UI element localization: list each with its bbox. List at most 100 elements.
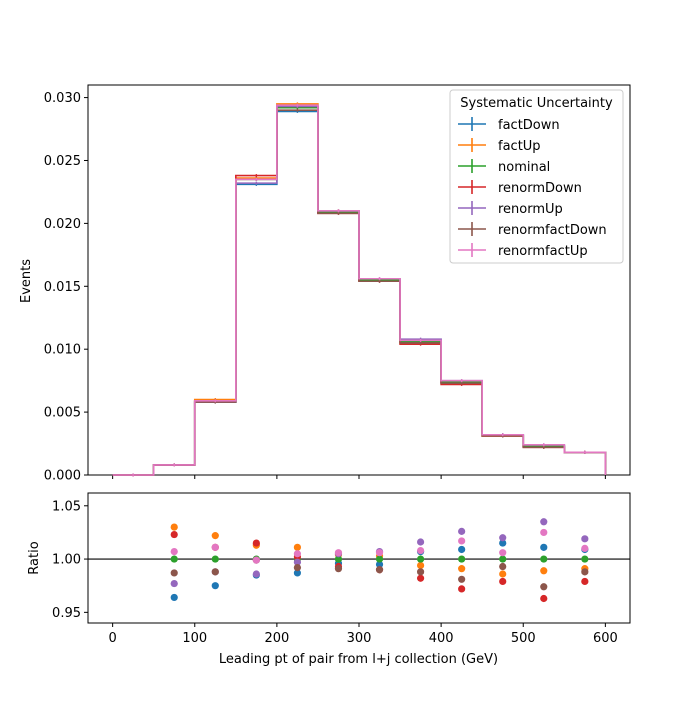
main-y-tick-label: 0.015 [44,280,81,295]
ratio-point-renormDown [581,577,589,586]
main-histogram-panel: 0.000 0.005 0.010 0.015 0.020 0.025 0.030 [44,84,631,484]
ratio-point-renormDown [458,585,466,593]
legend-entry-renormfactUp: renormfactUp [458,243,588,259]
ratio-point-renormDown [499,577,507,586]
legend-entry-nominal: nominal [458,159,550,175]
ratio-point-renormfactDown [416,568,425,576]
ratio-point-factUp [293,543,302,551]
ratio-point-nominal [375,555,384,563]
legend-box [449,89,624,264]
ratio-point-renormUp [416,538,425,546]
main-y-tick-label: 0.005 [44,406,81,421]
legend-label: renormfactDown [498,223,607,238]
ratio-point-renormfactUp [334,549,343,557]
legend-title: Systematic Uncertainty [460,96,613,111]
legend-label: renormDown [498,181,582,196]
ratio-point-renormfactUp [293,550,302,558]
legend-label: renormUp [498,202,563,217]
ratio-point-factUp [458,565,466,573]
ratio-point-nominal [499,555,507,563]
ratio-point-factDown [540,543,548,551]
ratio-y-tick-label: 1.00 [52,553,81,568]
ratio-point-factDown [293,569,302,577]
ratio-point-renormUp [252,570,260,578]
legend-label: factDown [498,118,560,133]
ratio-point-renormfactUp [170,548,178,556]
main-y-tick-label: 0.000 [44,469,81,484]
ratio-point-renormDown [540,594,548,603]
ratio-point-nominal [540,555,548,563]
x-tick-label: 0 [108,631,116,646]
ratio-point-factDown [458,545,466,554]
x-tick-label: 500 [511,631,536,646]
ratio-point-renormfactUp [252,556,260,564]
legend-entry-renormDown: renormDown [458,180,582,196]
ratio-y-tick-label: 0.95 [52,606,81,621]
ratio-y-axis-label: Ratio [27,541,42,574]
ratio-point-renormUp [581,535,589,543]
ratio-y-tick-label: 1.05 [52,499,81,514]
main-y-axis-label: Events [19,259,34,303]
ratio-point-renormfactDown [293,563,302,572]
ratio-point-factUp [170,523,178,531]
ratio-point-renormfactUp [211,543,219,551]
ratio-point-renormfactDown [540,583,548,591]
ratio-point-renormDown [170,530,178,539]
legend-entry-factUp: factUp [458,138,541,154]
ratio-point-renormfactDown [375,566,384,574]
ratio-point-renormUp [540,518,548,526]
ratio-point-factDown [499,539,507,547]
ratio-point-nominal [458,555,466,563]
ratio-point-factUp [540,567,548,575]
ratio-point-renormUp [458,527,466,535]
x-tick-label: 300 [347,631,372,646]
ratio-plot-frame [87,492,631,624]
ratio-point-factUp [499,570,507,578]
ratio-point-renormfactUp [499,549,507,557]
ratio-point-renormfactDown [581,568,589,576]
legend-entry-factDown: factDown [458,117,560,133]
ratio-point-renormfactDown [170,569,178,577]
ratio-series-renormfactUp [170,528,589,564]
ratio-point-renormDown [252,539,260,547]
main-y-tick-label: 0.010 [44,343,81,358]
legend-entry-renormUp: renormUp [458,201,563,217]
series-renormfactUp [112,103,607,477]
ratio-point-renormfactDown [499,562,507,571]
step-line-renormfactUp [112,104,607,476]
ratio-panel: 0.95 1.00 1.05 0 100 200 300 400 500 600 [52,492,631,646]
ratio-point-factDown [170,593,178,602]
ratio-point-nominal [416,555,425,563]
x-tick-label: 200 [264,631,289,646]
ratio-point-renormfactUp [540,528,548,537]
ratio-point-nominal [211,555,219,563]
ratio-point-renormfactDown [334,565,343,573]
legend-label: renormfactUp [498,244,588,259]
x-tick-label: 400 [429,631,454,646]
ratio-point-nominal [170,555,178,563]
ratio-point-renormfactUp [416,546,425,555]
legend-entry-renormfactDown: renormfactDown [458,222,607,238]
ratio-point-renormfactUp [458,537,466,545]
main-y-tick-label: 0.030 [44,91,81,106]
ratio-point-factDown [211,582,219,590]
ratio-point-nominal [334,555,343,563]
ratio-point-renormUp [499,534,507,542]
ratio-point-renormUp [293,558,302,566]
ratio-point-factUp [211,532,219,540]
ratio-point-renormfactUp [375,549,384,557]
ratio-point-nominal [581,555,589,563]
ratio-point-renormfactUp [581,544,589,553]
ratio-point-renormUp [170,579,178,588]
ratio-point-factDown [375,560,384,568]
ratio-point-renormfactDown [211,568,219,576]
legend: Systematic Uncertainty factDown factUp nomi… [449,89,624,264]
legend-label: factUp [498,139,541,154]
ratio-point-renormDown [416,574,425,582]
x-tick-label: 100 [182,631,207,646]
x-axis-label: Leading pt of pair from l+j collection (… [219,652,498,667]
main-y-tick-label: 0.025 [44,154,81,169]
legend-label: nominal [498,160,550,175]
